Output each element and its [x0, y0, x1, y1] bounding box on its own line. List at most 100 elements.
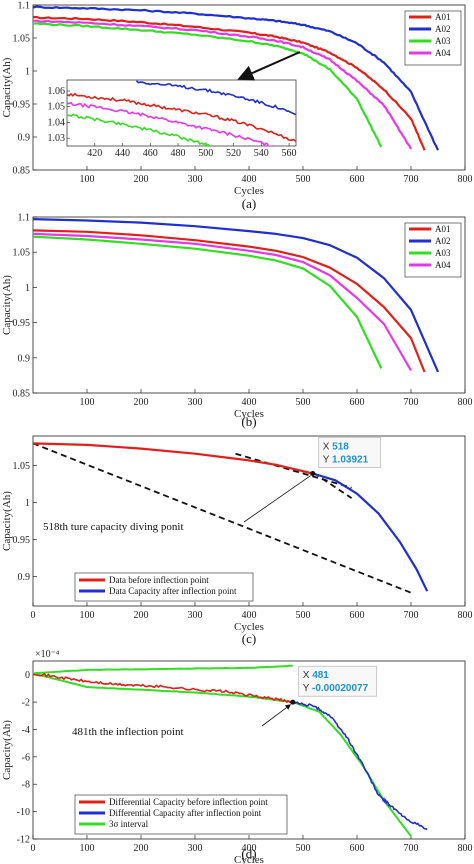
y-tick-label: 0.95 [13, 318, 31, 329]
x-tick-label: 700 [404, 843, 419, 854]
annotation-pointer [261, 704, 292, 727]
series-line-a02 [32, 218, 440, 373]
legend-label: A01 [435, 12, 451, 22]
inset-x-tick-label: 560 [282, 148, 297, 159]
datatip-y: Y -0.00020077 [303, 683, 369, 694]
y-axis-label: Capacity(Ah) [1, 720, 13, 780]
y-tick-label: -12 [17, 835, 30, 846]
x-tick-label: 400 [242, 843, 257, 854]
x-tick-label: 400 [242, 174, 257, 185]
y-tick-label: 1.1 [18, 213, 31, 224]
inset-series-a02 [135, 80, 296, 116]
x-tick-label: 0 [31, 843, 36, 854]
chart-panel-a: 100 200 300 400 500 600 700 800 0.85 0.9 0.95 1 1.05… [1, 1, 473, 212]
legend-label: A01 [435, 224, 451, 234]
legend-label: A02 [435, 24, 451, 34]
x-tick-label: 500 [296, 843, 311, 854]
x-tick-label: 800 [458, 610, 473, 621]
panel-caption: (a) [242, 196, 256, 211]
inset-x-tick-label: 460 [143, 148, 158, 159]
series-line-3-interval [32, 664, 293, 675]
x-tick-label: 700 [404, 397, 419, 408]
x-tick-label: 400 [242, 610, 257, 621]
x-tick-label: 500 [296, 610, 311, 621]
series-line-a04 [32, 232, 412, 372]
x-tick-label: 600 [350, 174, 365, 185]
legend-label: Differential Capacity after inflection p… [109, 808, 262, 818]
x-tick-label: 100 [80, 843, 95, 854]
x-tick-label: 800 [458, 843, 473, 854]
y-tick-label: 1 [25, 283, 30, 294]
y-tick-label: 1.05 [13, 461, 31, 472]
inflection-annotation: 481th the inflection point [72, 726, 184, 738]
inset-x-tick-label: 520 [226, 148, 241, 159]
datatip-box [298, 665, 378, 697]
x-tick-label: 600 [350, 610, 365, 621]
panel-caption: (b) [241, 414, 256, 429]
legend-box [74, 572, 254, 602]
x-tick-label: 400 [242, 397, 257, 408]
x-tick-label: 100 [80, 174, 95, 185]
x-tick-label: 100 [80, 397, 95, 408]
legend-label: Data Capacity after inflection point [109, 586, 237, 596]
y-tick-label: 1.05 [13, 34, 31, 45]
y-tick-label: 0.95 [13, 535, 31, 546]
inset-y-tick-label: 1.04 [48, 117, 66, 128]
inset-series-a04 [67, 101, 275, 146]
datatip-x: X 518 [323, 442, 350, 453]
x-axis-label: Cycles [234, 621, 264, 633]
chart-panel-d: 0 100 200 300 400 500 600 700 800 0 -2 -4 -6 -8 -10 -12… [1, 649, 473, 864]
legend-label: Differential Capacity before inflection … [109, 797, 268, 807]
series-line-a03 [32, 22, 383, 148]
y-tick-label: 1 [25, 498, 30, 509]
y-tick-label: 0.9 [18, 353, 31, 364]
y-tick-label: -8 [22, 780, 30, 791]
series-line-data-before-inflection-point [32, 442, 313, 475]
legend-box [404, 10, 462, 66]
y-exponent-label: ×10⁻⁴ [35, 649, 60, 660]
series-line-a02 [32, 5, 440, 151]
datatip-box [318, 437, 382, 468]
legend-label: 3σ interval [109, 819, 149, 829]
legend-label: A03 [435, 248, 451, 258]
annotation-pointer [243, 475, 311, 523]
y-tick-label: -6 [22, 752, 30, 763]
x-tick-label: 800 [458, 174, 473, 185]
inset-y-tick-label: 1.06 [48, 86, 66, 97]
y-tick-label: 0.85 [13, 166, 31, 177]
y-tick-label: -2 [22, 698, 30, 709]
series-line-data-capacity-after-inflection-point [312, 472, 429, 592]
x-tick-label: 0 [31, 610, 36, 621]
x-tick-label: 300 [188, 843, 203, 854]
inset-x-tick-label: 500 [198, 148, 213, 159]
x-tick-label: 200 [134, 610, 149, 621]
x-tick-label: 300 [188, 610, 203, 621]
inset-x-tick-label: 480 [171, 148, 186, 159]
x-tick-label: 600 [350, 397, 365, 408]
tangent-dashed-line [32, 442, 412, 594]
chart-panel-c: 0 100 200 300 400 500 600 700 800 0.9 0.95 1 1.05 Cyc… [1, 435, 473, 646]
y-axis-label: Capacity(Ah) [1, 491, 13, 551]
legend-label: A04 [435, 48, 451, 58]
tangent-dashed-line [235, 452, 352, 489]
inset-x-tick-label: 540 [254, 148, 269, 159]
legend-box [74, 794, 288, 835]
legend-label: A03 [435, 36, 451, 46]
y-tick-label: 0.95 [13, 100, 31, 111]
x-axis-label: Cycles [234, 408, 264, 420]
x-tick-label: 200 [134, 843, 149, 854]
datatip-x: X 481 [303, 670, 330, 681]
legend-box [404, 222, 462, 278]
x-tick-label: 300 [188, 174, 203, 185]
x-tick-label: 100 [80, 610, 95, 621]
datatip-y: Y 1.03921 [323, 455, 369, 466]
legend-label: Data before inflection point [109, 575, 209, 585]
y-tick-label: 0.85 [13, 389, 31, 400]
legend-label: A02 [435, 236, 451, 246]
x-tick-label: 300 [188, 397, 203, 408]
y-tick-label: 0 [25, 670, 30, 681]
series-line-differential-capacity-before-inflection-point [32, 673, 294, 704]
series-line-a04 [32, 19, 412, 150]
x-tick-label: 600 [350, 843, 365, 854]
